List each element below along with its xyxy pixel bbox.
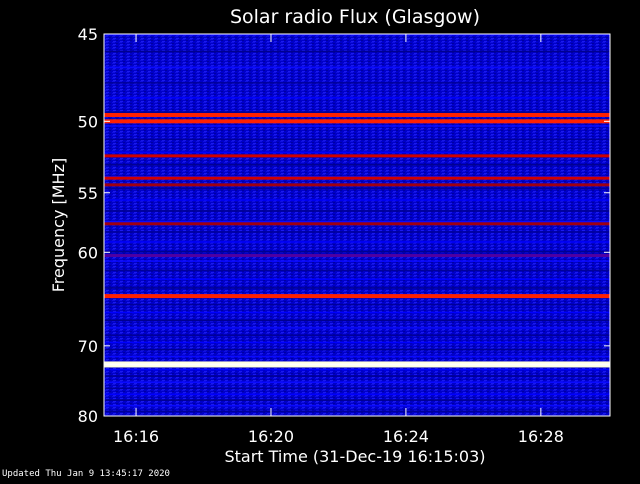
y-tick-label: 50 <box>78 112 98 131</box>
x-axis-label: Start Time (31-Dec-19 16:15:03) <box>224 447 485 466</box>
background-stripe <box>104 287 610 289</box>
y-tick-label: 45 <box>78 25 98 44</box>
background-stripe <box>104 97 610 99</box>
emission-band <box>104 154 610 158</box>
background-stripe <box>104 381 610 384</box>
emission-band <box>104 222 610 226</box>
background-stripe <box>104 210 610 212</box>
background-stripe <box>104 34 610 36</box>
background-stripe <box>104 405 610 407</box>
background-stripe <box>104 111 610 113</box>
emission-bands <box>104 112 610 368</box>
x-tick-label: 16:16 <box>113 427 159 446</box>
background-stripe <box>104 199 610 201</box>
plot-frame <box>103 33 611 417</box>
y-tick-label: 60 <box>78 243 98 262</box>
emission-band-core <box>104 363 610 366</box>
background-stripe <box>104 399 610 401</box>
updated-timestamp: Updated Thu Jan 9 13:45:17 2020 <box>2 469 170 479</box>
background-stripe <box>104 50 610 53</box>
background-stripe <box>104 303 610 306</box>
background-stripe <box>104 250 610 253</box>
background-stripe <box>104 355 610 358</box>
background-stripe <box>104 66 610 69</box>
background-stripe <box>104 348 610 351</box>
emission-band <box>104 254 610 258</box>
background-stripe <box>104 231 610 233</box>
background-stripe <box>104 138 610 141</box>
background-stripe <box>104 311 610 314</box>
background-stripe <box>104 82 610 84</box>
background-stripe <box>104 125 610 127</box>
background-stripe <box>104 220 610 223</box>
background-stripe <box>104 327 610 329</box>
y-axis-label: Frequency [MHz] <box>49 158 68 292</box>
x-tick-label: 16:24 <box>383 427 429 446</box>
background-stripe <box>104 151 610 154</box>
background-stripe <box>104 269 610 272</box>
emission-band <box>104 119 610 124</box>
emission-band <box>104 176 610 180</box>
background-stripe <box>104 187 610 190</box>
emission-band <box>104 112 610 117</box>
chart-title: Solar radio Flux (Glasgow) <box>230 6 480 28</box>
emission-band <box>104 294 610 299</box>
x-tick-label: 16:28 <box>518 427 564 446</box>
background-stripe <box>104 387 610 390</box>
background-stripe <box>104 368 610 371</box>
emission-band <box>104 183 610 187</box>
y-tick-label: 80 <box>78 407 98 426</box>
background-stripe <box>104 334 610 337</box>
background-stripe <box>104 375 610 377</box>
x-tick-label: 16:20 <box>248 427 294 446</box>
background-stripe <box>104 278 610 280</box>
background-stripe <box>104 393 610 396</box>
background-stripe <box>104 319 610 322</box>
y-tick-label: 70 <box>78 337 98 356</box>
background-stripe <box>104 164 610 166</box>
y-tick-label: 55 <box>78 184 98 203</box>
background-stripe <box>104 260 610 262</box>
background-stripe <box>104 410 610 413</box>
background-stripe <box>104 341 610 344</box>
background-stripe <box>104 241 610 243</box>
